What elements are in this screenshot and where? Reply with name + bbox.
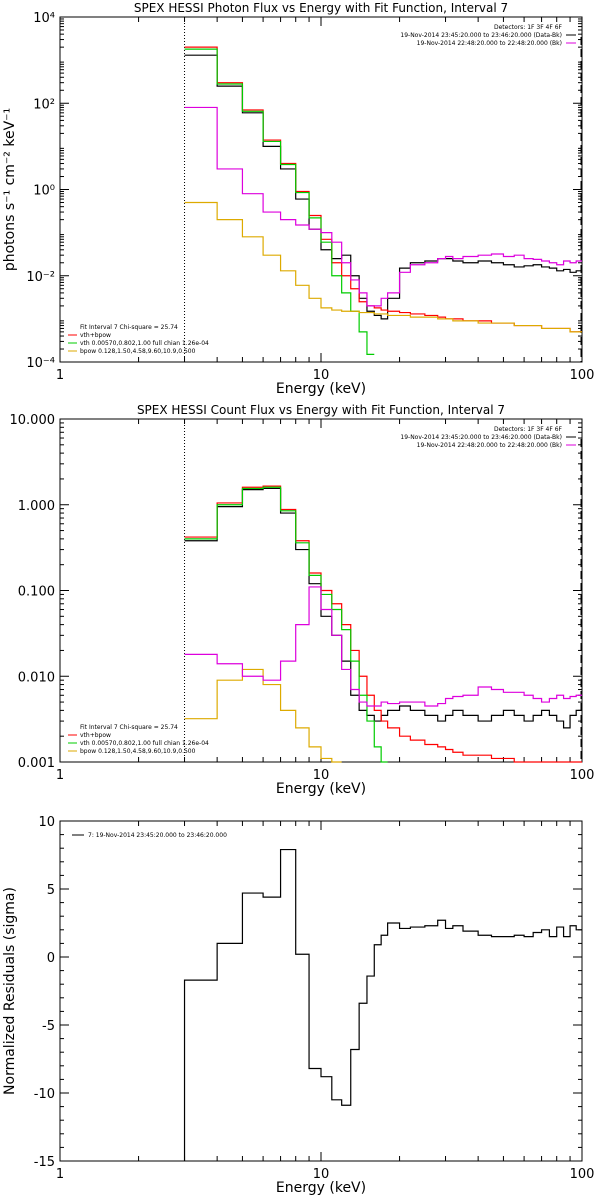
x-tick-label-3: 1 <box>56 1167 64 1182</box>
series-line-1-1 <box>184 54 582 320</box>
bottom-legend-text-2: vth+bpow <box>80 732 111 739</box>
chart-title-1: SPEX HESSI Photon Flux vs Energy with Fi… <box>134 1 508 15</box>
y-tick-label-3: 10 <box>38 815 55 830</box>
series-line-2-3 <box>184 486 388 763</box>
x-tick-label-1: 10 <box>313 368 330 383</box>
bottom-legend-text-1: Fit Interval 7 Chi-square = 25.74 <box>80 324 178 331</box>
y-tick-label-2: 1.000 <box>18 499 55 514</box>
y-tick-label-2: 10.000 <box>10 413 56 428</box>
x-tick-label-1: 1 <box>56 368 64 383</box>
plot-frame-1 <box>59 16 583 363</box>
series-line-2-2 <box>184 485 582 763</box>
x-tick-label-3: 10 <box>313 1167 330 1182</box>
y-tick-label-3: -5 <box>42 1019 55 1034</box>
top-legend-text-2: 19-Nov-2014 22:48:20.000 to 22:48:20.000… <box>417 442 562 449</box>
x-axis-label-2: Energy (keV) <box>276 781 366 797</box>
top-legend-text-1: 19-Nov-2014 23:45:20.000 to 23:46:20.000… <box>400 32 562 39</box>
x-tick-label-2: 10 <box>313 768 330 783</box>
bottom-legend-text-2: bpow 0.128,1.50,4.58,9.60,10.9,0.500 <box>80 748 196 755</box>
y-tick-label-3: -15 <box>34 1155 55 1170</box>
bottom-legend-text-2: Fit Interval 7 Chi-square = 25.74 <box>80 724 178 731</box>
y-tick-label-3: 5 <box>47 883 55 898</box>
y-tick-label-1: 10⁻² <box>26 270 55 285</box>
top-legend-text-1: 19-Nov-2014 22:48:20.000 to 22:48:20.000… <box>417 40 562 47</box>
series-line-1-2 <box>184 46 582 333</box>
y-tick-label-2: 0.001 <box>18 756 55 771</box>
plot-frame-3 <box>59 820 583 1162</box>
y-tick-label-1: 10⁴ <box>33 11 55 26</box>
y-axis-label-3: Normalized Residuals (sigma) <box>2 887 18 1095</box>
top-legend-text-3: 7: 19-Nov-2014 23:45:20.000 to 23:46:20.… <box>88 832 227 839</box>
x-tick-label-3: 100 <box>570 1167 595 1182</box>
top-legend-text-2: Detectors: 1F 3F 4F 6F <box>494 426 563 433</box>
y-tick-label-1: 10⁰ <box>33 184 55 199</box>
y-tick-label-2: 0.100 <box>18 585 55 600</box>
top-legend-text-1: Detectors: 1F 3F 4F 6F <box>494 24 563 31</box>
y-tick-label-3: 0 <box>47 951 55 966</box>
x-tick-label-1: 100 <box>570 368 595 383</box>
y-tick-label-1: 10² <box>33 97 55 112</box>
top-legend-text-2: 19-Nov-2014 23:45:20.000 to 23:46:20.000… <box>400 434 562 441</box>
series-line-1-3 <box>184 48 375 356</box>
x-tick-label-2: 1 <box>56 768 64 783</box>
x-tick-label-2: 100 <box>570 768 595 783</box>
y-tick-label-2: 0.010 <box>18 670 55 685</box>
series-line-1-5 <box>184 106 582 307</box>
series-line-1-4 <box>184 201 582 333</box>
y-tick-label-1: 10⁻⁴ <box>26 356 55 371</box>
bottom-legend-text-1: vth+bpow <box>80 332 111 339</box>
bottom-legend-text-1: vth 0.00570,0.802,1.00 full chian 1.26e-… <box>80 340 209 347</box>
x-axis-label-1: Energy (keV) <box>276 381 366 397</box>
y-axis-label-1: photons s⁻¹ cm⁻² keV⁻¹ <box>2 108 18 271</box>
series-line-3-1 <box>183 848 582 1161</box>
y-tick-label-3: -10 <box>34 1087 55 1102</box>
series-line-2-4 <box>184 668 342 763</box>
x-axis-label-3: Energy (keV) <box>276 1180 366 1196</box>
bottom-legend-text-2: vth 0.00570,0.802,1.00 full chian 1.26e-… <box>80 740 209 747</box>
series-line-2-5 <box>184 586 582 707</box>
bottom-legend-text-1: bpow 0.128,1.50,4.58,9.60,10.9,0.500 <box>80 348 196 355</box>
chart-title-2: SPEX HESSI Count Flux vs Energy with Fit… <box>137 403 505 417</box>
